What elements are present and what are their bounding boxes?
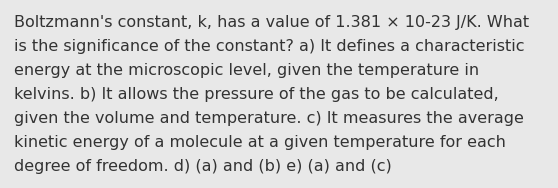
Text: kelvins. b) It allows the pressure of the gas to be calculated,: kelvins. b) It allows the pressure of th… (14, 87, 499, 102)
Text: is the significance of the constant? a) It defines a characteristic: is the significance of the constant? a) … (14, 39, 525, 54)
Text: Boltzmann's constant, k, has a value of 1.381 × 10-23 J/K. What: Boltzmann's constant, k, has a value of … (14, 15, 529, 30)
Text: energy at the microscopic level, given the temperature in: energy at the microscopic level, given t… (14, 63, 479, 78)
Text: given the volume and temperature. c) It measures the average: given the volume and temperature. c) It … (14, 111, 524, 126)
Text: kinetic energy of a molecule at a given temperature for each: kinetic energy of a molecule at a given … (14, 135, 506, 150)
Text: degree of freedom. d) (a) and (b) e) (a) and (c): degree of freedom. d) (a) and (b) e) (a)… (14, 159, 392, 174)
